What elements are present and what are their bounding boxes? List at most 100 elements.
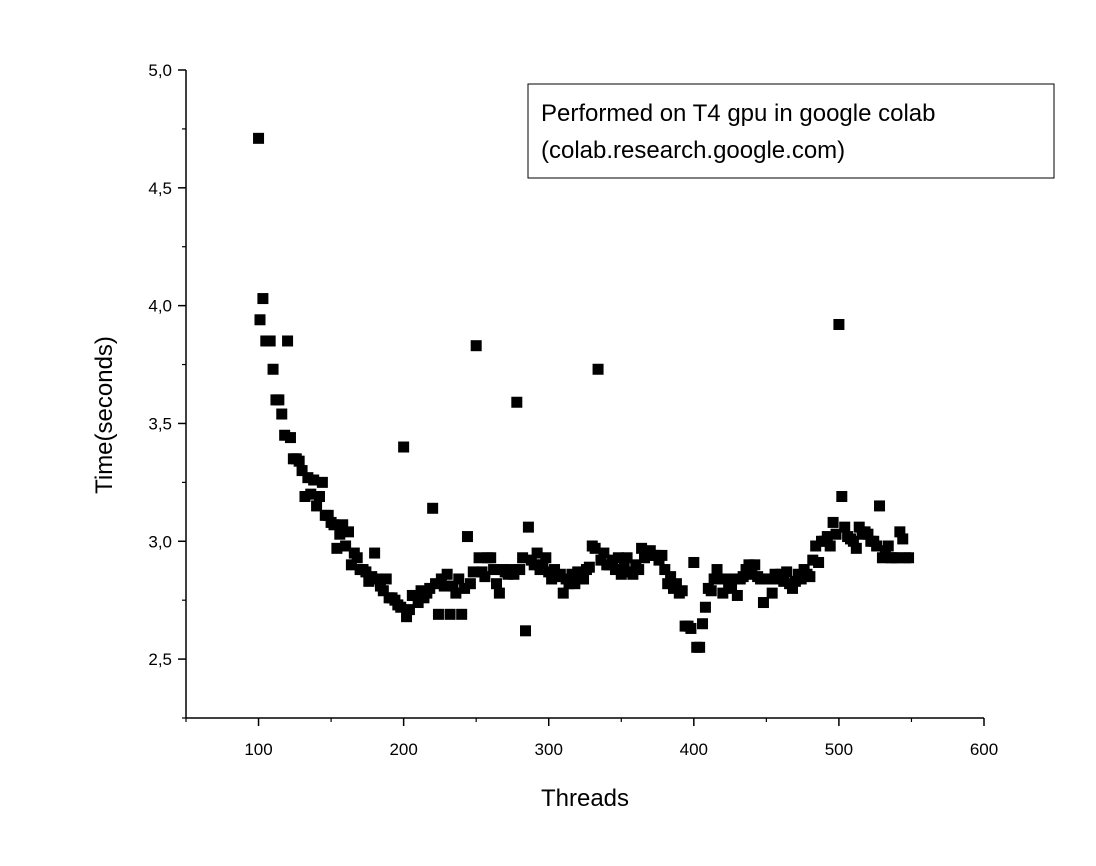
data-point (728, 573, 740, 585)
data-point (456, 608, 468, 620)
data-point (537, 559, 549, 571)
data-point (377, 585, 389, 597)
data-point (833, 318, 845, 330)
data-point (598, 547, 610, 559)
data-point (305, 488, 317, 500)
data-points (253, 132, 915, 653)
data-point (897, 533, 909, 545)
data-point (453, 573, 465, 585)
data-point (313, 491, 325, 503)
axis-ticks: 100 200 300 400 500 600 2,5 3,0 3,5 4,0 4,5 5,0 (148, 61, 998, 759)
data-point (775, 568, 787, 580)
x-tick-label: 600 (970, 740, 998, 759)
data-point (827, 516, 839, 528)
x-axis-title: Threads (541, 785, 629, 812)
data-point (755, 573, 767, 585)
data-point (435, 573, 447, 585)
data-point (618, 559, 630, 571)
data-point (572, 566, 584, 578)
data-point (578, 573, 590, 585)
data-point (836, 491, 848, 503)
data-point (566, 568, 578, 580)
data-point (464, 578, 476, 590)
data-point (563, 578, 575, 590)
data-point (528, 559, 540, 571)
data-point (531, 547, 543, 559)
data-point (485, 552, 497, 564)
data-point (763, 573, 775, 585)
data-point (839, 521, 851, 533)
data-point (847, 535, 859, 547)
data-point (743, 559, 755, 571)
data-point (257, 293, 269, 305)
y-tick-label: 4,0 (148, 297, 172, 316)
data-point (662, 578, 674, 590)
data-point (685, 622, 697, 634)
data-point (403, 604, 415, 616)
data-point (874, 500, 886, 512)
data-point (441, 568, 453, 580)
data-point (276, 408, 288, 420)
data-point (488, 564, 500, 576)
data-point (253, 132, 265, 144)
data-point (615, 568, 627, 580)
data-point (786, 582, 798, 594)
data-point (511, 396, 523, 408)
data-point (821, 531, 833, 543)
data-point (688, 556, 700, 568)
data-point (903, 552, 915, 564)
data-point (708, 573, 720, 585)
data-point (372, 573, 384, 585)
data-point (520, 625, 532, 637)
data-point (299, 491, 311, 503)
data-point (517, 552, 529, 564)
data-point (430, 578, 442, 590)
data-point (795, 573, 807, 585)
data-point (424, 582, 436, 594)
data-point (609, 564, 621, 576)
data-point (694, 641, 706, 653)
data-point (343, 526, 355, 538)
data-point (543, 566, 555, 578)
y-tick-label: 2,5 (148, 650, 172, 669)
data-point (633, 564, 645, 576)
data-point (337, 519, 349, 531)
data-point (522, 521, 534, 533)
data-point (308, 474, 320, 486)
data-point (726, 582, 738, 594)
data-point (717, 587, 729, 599)
data-point (351, 552, 363, 564)
annotation-line-1: Performed on T4 gpu in google colab (541, 100, 936, 127)
data-point (830, 528, 842, 540)
y-tick-label: 3,5 (148, 414, 172, 433)
data-point (810, 540, 822, 552)
data-point (778, 575, 790, 587)
data-point (711, 564, 723, 576)
data-point (789, 575, 801, 587)
data-point (395, 601, 407, 613)
data-point (264, 335, 276, 347)
y-tick-label: 4,5 (148, 179, 172, 198)
data-point (302, 472, 314, 484)
data-point (882, 540, 894, 552)
data-point (636, 542, 648, 554)
data-point (284, 432, 296, 444)
data-point (415, 585, 427, 597)
data-point (554, 568, 566, 580)
data-point (583, 561, 595, 573)
y-axis-title: Time(seconds) (91, 336, 118, 494)
data-point (546, 573, 558, 585)
data-point (697, 618, 709, 630)
data-point (473, 552, 485, 564)
data-point (876, 552, 888, 564)
data-point (366, 571, 378, 583)
data-point (766, 587, 778, 599)
data-point (737, 571, 749, 583)
data-point (595, 554, 607, 566)
data-point (540, 552, 552, 564)
x-tick-label: 100 (244, 740, 272, 759)
data-point (807, 554, 819, 566)
data-point (340, 540, 352, 552)
data-point (267, 363, 279, 375)
